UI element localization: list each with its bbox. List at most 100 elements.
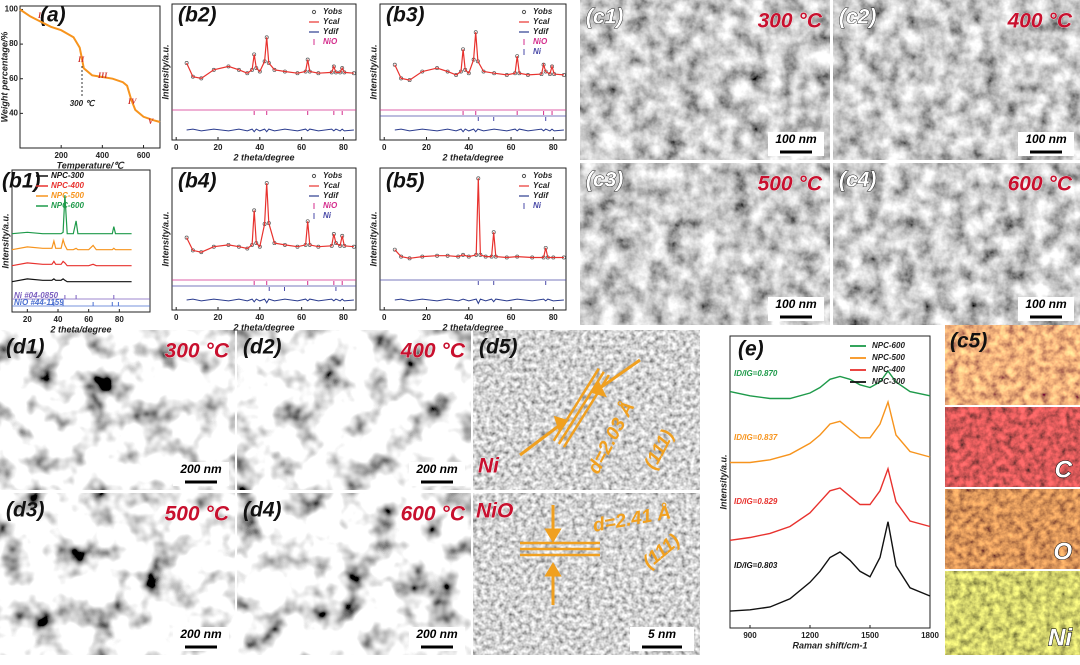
legend-swatch xyxy=(311,9,317,15)
element-label: C xyxy=(1055,456,1073,483)
raman-curve xyxy=(730,399,931,464)
x-axis-label: 2 theta/degree xyxy=(232,322,294,332)
legend-label: NiO xyxy=(323,201,338,210)
legend-label: NPC-300 xyxy=(51,171,84,180)
x-tick-label: 60 xyxy=(507,143,516,152)
y-axis-label: Intensity/a.u. xyxy=(368,44,378,99)
x-tick-label: 600 xyxy=(137,151,151,160)
legend-label: Ycal xyxy=(533,17,550,26)
x-tick-label: 40 xyxy=(464,143,473,152)
phase-label: Ni xyxy=(478,455,500,478)
legend-label: Yobs xyxy=(533,171,553,180)
x-tick-label: 60 xyxy=(507,313,516,322)
temperature-label: 300 °C xyxy=(165,340,230,363)
temperature-label: 300 °C xyxy=(758,10,823,33)
arrow xyxy=(544,562,562,605)
annotation: 300 ℃ xyxy=(70,99,96,108)
stage-label: III xyxy=(97,71,108,80)
observed-point xyxy=(257,69,262,74)
x-tick-label: 80 xyxy=(549,313,558,322)
scale-label: 5 nm xyxy=(648,627,676,641)
legend-swatch xyxy=(311,173,317,179)
y-axis-label: Intensity/a.u. xyxy=(160,44,170,99)
y-axis-label: Intensity/a.u. xyxy=(0,213,10,268)
legend-label: NPC-400 xyxy=(51,181,84,190)
x-tick-label: 0 xyxy=(174,143,179,152)
plot-frame xyxy=(171,167,357,311)
legend-label: NPC-600 xyxy=(51,201,84,210)
observed-point xyxy=(184,235,189,240)
xrd-curve xyxy=(11,260,132,267)
y-axis-label: Weight percentage/% xyxy=(0,32,9,123)
arrow xyxy=(544,505,562,543)
plot-frame xyxy=(19,5,161,149)
legend-label: Ydif xyxy=(533,27,549,36)
legend-label: Ydif xyxy=(533,191,549,200)
legend-label: Yobs xyxy=(533,7,553,16)
x-tick-label: 80 xyxy=(115,315,124,324)
plot-frame xyxy=(379,3,567,141)
arrow xyxy=(519,415,569,457)
temperature-label: 500 °C xyxy=(165,503,230,526)
x-tick-label: 0 xyxy=(382,313,387,322)
x-tick-label: 0 xyxy=(382,143,387,152)
micrograph xyxy=(944,324,1080,406)
x-tick-label: 20 xyxy=(214,313,223,322)
reference-label: NiO #44-1159 xyxy=(14,298,64,307)
raman-curve xyxy=(729,369,931,400)
x-tick-label: 1500 xyxy=(861,631,879,640)
difference-curve xyxy=(394,128,564,133)
panel-label: (b1) xyxy=(2,170,41,193)
x-tick-label: 20 xyxy=(422,143,431,152)
observed-point xyxy=(340,66,345,71)
plot-frame xyxy=(171,3,357,141)
x-tick-label: 40 xyxy=(255,313,264,322)
x-axis-label: 2 theta/degree xyxy=(441,152,503,162)
legend-label: NPC-600 xyxy=(872,341,905,350)
difference-curve xyxy=(394,298,564,305)
xrd-curve xyxy=(11,278,132,283)
y-tick-label: 80 xyxy=(9,39,18,48)
panel-label: (c2) xyxy=(839,6,876,29)
panel-label: (d2) xyxy=(243,336,282,359)
panel-label: (b2) xyxy=(178,4,217,27)
legend-swatch xyxy=(521,173,527,179)
plot-frame xyxy=(379,167,567,311)
legend-label: Ycal xyxy=(533,181,550,190)
ratio-label: ID/IG=0.837 xyxy=(734,433,778,442)
x-axis-label: Raman shift/cm-1 xyxy=(792,640,867,650)
x-axis-label: Temperature/℃ xyxy=(57,160,126,170)
legend-label: Ydif xyxy=(323,191,339,200)
scale-label: 100 nm xyxy=(1025,297,1067,311)
difference-curve xyxy=(186,298,354,304)
scale-label: 200 nm xyxy=(179,462,222,476)
panel-label: (a) xyxy=(40,4,66,27)
observed-point xyxy=(245,71,250,76)
difference-curve xyxy=(186,128,354,133)
xrd-curve xyxy=(11,237,132,251)
scale-label: 100 nm xyxy=(775,132,817,146)
phase-label: NiO xyxy=(476,500,513,523)
panel-label: (c3) xyxy=(586,169,623,192)
stage-label: IV xyxy=(127,97,137,106)
stage-label: I xyxy=(37,11,42,20)
x-tick-label: 20 xyxy=(422,313,431,322)
observed-point xyxy=(454,72,459,77)
micrograph xyxy=(944,570,1080,656)
legend-label: Yobs xyxy=(323,7,343,16)
x-tick-label: 0 xyxy=(174,313,179,322)
panel-label: (e) xyxy=(738,338,764,361)
y-tick-label: 60 xyxy=(9,74,18,83)
micrograph xyxy=(944,406,1080,488)
scale-label: 200 nm xyxy=(415,627,458,641)
legend-label: NiO xyxy=(323,37,338,46)
reference-label: Ni #04-0850 xyxy=(14,291,59,300)
raman-curve xyxy=(729,466,931,541)
x-axis-label: 2 theta/degree xyxy=(232,152,294,162)
y-axis-label: Intensity/a.u. xyxy=(718,454,728,509)
legend-label: Ni xyxy=(533,201,542,210)
tga-curve xyxy=(19,8,161,123)
legend-label: Ni xyxy=(323,211,332,220)
